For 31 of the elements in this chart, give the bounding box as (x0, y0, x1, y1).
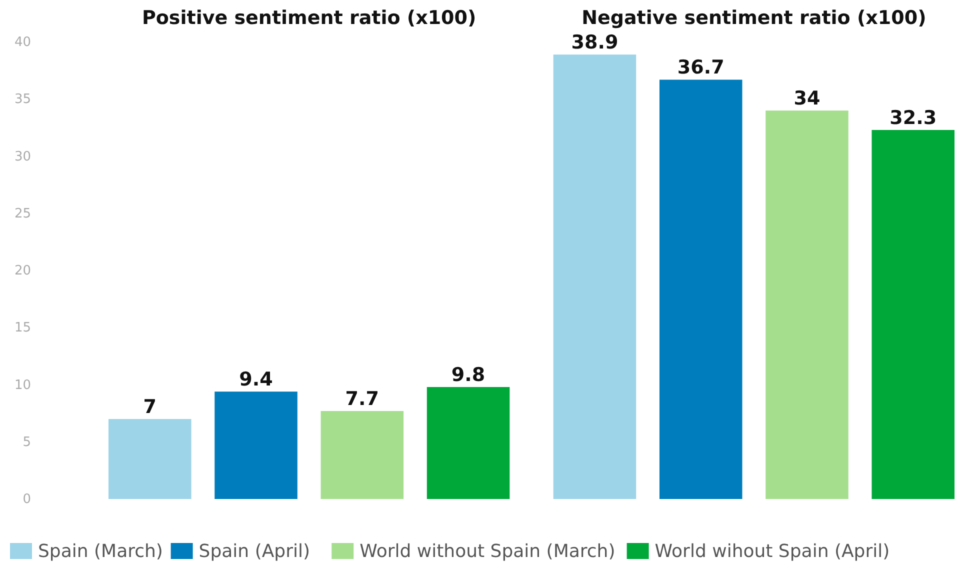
legend-label: World wihout Spain (April) (654, 541, 890, 562)
y-tick-label: 10 (14, 378, 31, 393)
data-label: 34 (794, 88, 820, 110)
data-label: 7 (143, 396, 156, 418)
data-label: 9.8 (451, 364, 486, 386)
bar (426, 387, 510, 499)
data-label: 36.7 (677, 56, 724, 79)
bar (872, 130, 955, 499)
y-tick-label: 5 (22, 434, 31, 450)
y-tick-label: 20 (14, 264, 31, 278)
bar (553, 54, 636, 499)
bar (320, 411, 404, 499)
y-tick-label: 30 (14, 149, 31, 164)
y-tick-label: 15 (14, 320, 31, 336)
legend-label: World without Spain (March) (360, 541, 616, 562)
legend-label: Spain (March) (38, 541, 163, 562)
data-label: 7.7 (345, 388, 379, 410)
legend-label: Spain (April) (198, 541, 310, 562)
y-tick-label: 40 (14, 35, 31, 50)
bar (659, 80, 742, 499)
data-label: 38.9 (571, 32, 618, 54)
y-tick-label: 0 (22, 492, 31, 507)
data-label: 32.3 (890, 106, 937, 129)
y-tick-label: 35 (14, 92, 31, 108)
bar (766, 110, 848, 499)
bar (108, 419, 192, 499)
y-tick-label: 25 (14, 206, 31, 222)
bar (214, 392, 298, 499)
x-tick-label: Positive sentiment ratio (x100) (142, 7, 476, 29)
x-tick-label: Negative sentiment ratio (x100) (582, 7, 926, 29)
data-label: 9.4 (239, 368, 273, 391)
